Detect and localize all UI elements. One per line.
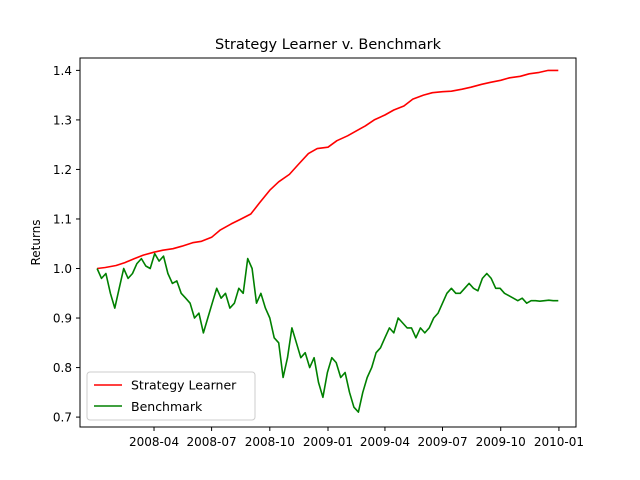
- legend-label-strategy-learner: Strategy Learner: [131, 378, 237, 393]
- y-tick-label: 0.8: [53, 361, 72, 375]
- series-line-benchmark: [96, 252, 559, 413]
- y-tick-label: 1.4: [53, 64, 72, 78]
- x-axis: 2008-04 2008-07 2008-10 2009-01 2009-04 2009-…: [129, 427, 584, 449]
- series-line-strategy-learner: [97, 69, 559, 270]
- y-axis: 0.7 0.8 0.9 1.0 1.1 1.2 1.3 1.4: [53, 64, 80, 425]
- chart-title: Strategy Learner v. Benchmark: [215, 37, 442, 53]
- x-tick-label: 2009-04: [360, 435, 410, 449]
- y-tick-label: 1.2: [53, 163, 72, 177]
- legend-box: [86, 371, 256, 421]
- x-tick-label: 2008-10: [245, 435, 295, 449]
- x-tick-label: 2009-10: [476, 435, 526, 449]
- x-tick-label: 2009-01: [303, 435, 353, 449]
- y-axis-label: Returns: [29, 219, 43, 265]
- y-tick-label: 1.3: [53, 113, 72, 127]
- y-tick-label: 0.9: [53, 312, 72, 326]
- x-tick-label: 2009-07: [417, 435, 467, 449]
- x-tick-label: 2010-01: [534, 435, 584, 449]
- y-tick-label: 1.1: [53, 212, 72, 226]
- y-tick-label: 1.0: [53, 262, 72, 276]
- legend-label-benchmark: Benchmark: [131, 399, 203, 414]
- y-tick-label: 0.7: [53, 411, 72, 425]
- series-lines: [96, 69, 559, 413]
- plot-frame: [79, 57, 577, 428]
- x-tick-label: 2008-07: [187, 435, 237, 449]
- legend: Strategy Learner Benchmark: [86, 371, 256, 421]
- x-tick-label: 2008-04: [129, 435, 179, 449]
- plot-area: [80, 58, 576, 427]
